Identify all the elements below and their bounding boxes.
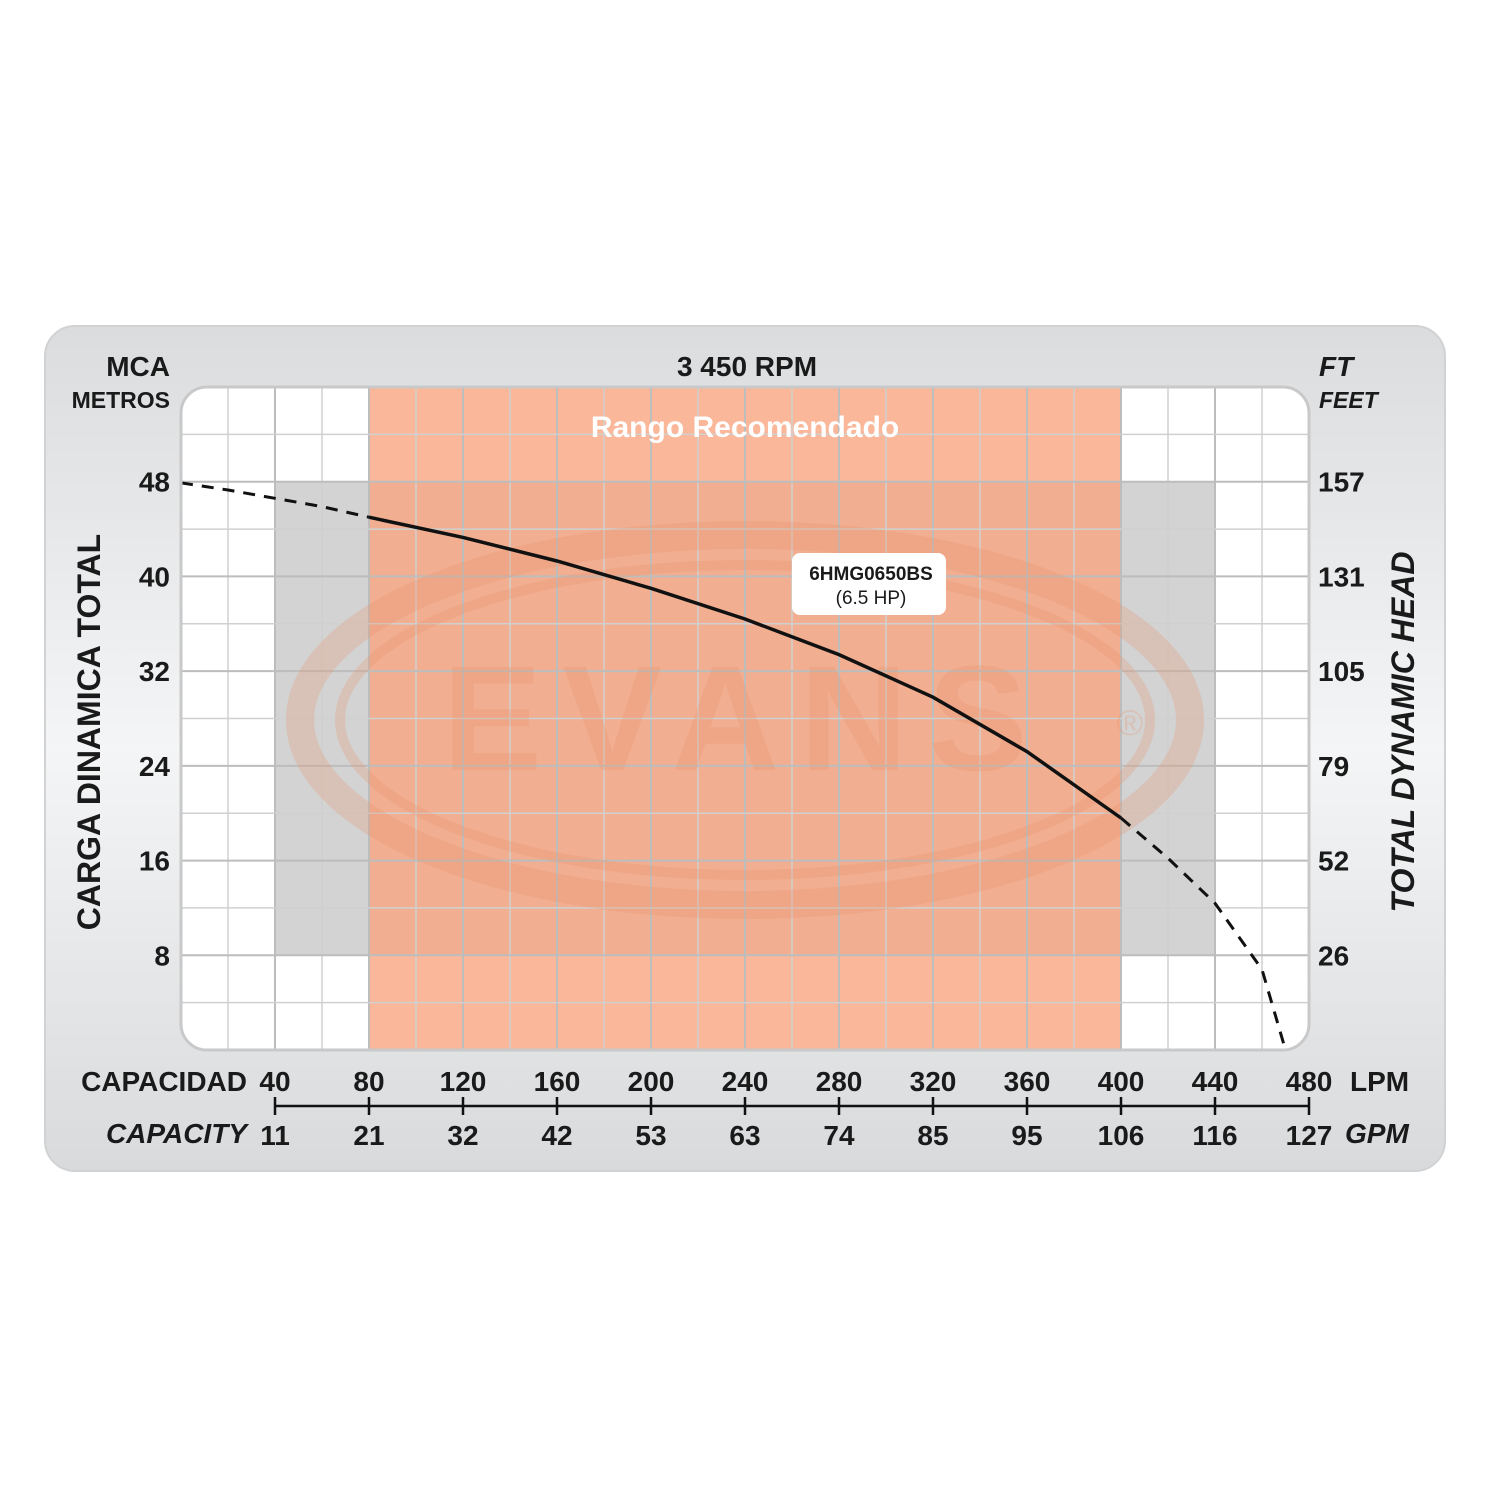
bottom-axis-tick-label: 400 [1098, 1066, 1145, 1097]
left-axis-title: CARGA DINAMICA TOTAL [71, 534, 107, 930]
watermark-text: EVANS [442, 634, 1048, 802]
svg-text:®: ® [1117, 702, 1144, 743]
right-axis-tick-label: 52 [1318, 846, 1349, 877]
pump-curve [181, 481, 1287, 1050]
bottom-axis-tick-label: 80 [353, 1066, 384, 1097]
bottom-axis-secondary-tick-label: 11 [260, 1120, 290, 1151]
bottom-axis-tick-label: 120 [440, 1066, 487, 1097]
pump-curve-dashed-right [1120, 816, 1287, 1050]
bottom-axis-tick-label: 240 [722, 1066, 769, 1097]
plot-border [179, 385, 1311, 1052]
left-axis-unit-sub: METROS [72, 387, 170, 413]
bottom-axis-secondary-tick-label: 85 [917, 1120, 948, 1151]
bottom-axis-tick-label: 40 [259, 1066, 290, 1097]
left-axis-unit: MCA [106, 351, 170, 382]
bottom-axis-secondary-tick-label: 106 [1098, 1120, 1145, 1151]
right-axis-tick-label: 105 [1318, 656, 1365, 687]
series-sub-label: (6.5 HP) [836, 588, 907, 609]
left-axis-tick-label: 32 [139, 656, 170, 687]
bottom-axis-tick-label: 480 [1286, 1066, 1333, 1097]
pump-curve-solid [368, 515, 1123, 820]
bottom-axis-tick-label: 440 [1192, 1066, 1239, 1097]
grid-lines [181, 387, 1309, 1050]
left-axis-tick-label: 40 [139, 561, 170, 592]
bottom-axis-secondary-tick-label: 32 [447, 1120, 478, 1151]
right-axis-tick-label: 131 [1318, 561, 1365, 592]
bottom-axis-secondary-tick-label: 127 [1286, 1120, 1333, 1151]
series-label-box: 6HMG0650BS (6.5 HP) [792, 553, 946, 615]
bottom-axis-unit: LPM [1350, 1066, 1409, 1097]
bottom-axis-secondary-title: CAPACITY [106, 1118, 249, 1149]
left-axis-tick-label: 8 [154, 940, 170, 971]
bottom-axis-secondary-unit: GPM [1345, 1118, 1409, 1149]
evans-watermark: EVANS ® [286, 521, 1204, 919]
bottom-axis-secondary-tick-label: 74 [823, 1120, 855, 1151]
right-axis-unit-sub: FEET [1319, 387, 1380, 413]
bottom-axis-secondary-tick-label: 95 [1011, 1120, 1042, 1151]
chart-title: 3 450 RPM [677, 351, 817, 382]
bottom-axis-secondary-tick-label: 42 [541, 1120, 572, 1151]
pump-curve-dashed-left [181, 481, 370, 519]
bottom-axis-tick-label: 360 [1004, 1066, 1051, 1097]
bottom-axis-tick-label: 280 [816, 1066, 863, 1097]
right-axis-tick-label: 79 [1318, 751, 1349, 782]
bottom-axis-secondary-tick-label: 116 [1192, 1120, 1237, 1151]
right-axis-title: TOTAL DYNAMIC HEAD [1385, 552, 1421, 913]
axis-ticks: 8 26 16 52 24 79 32 105 40 131 48 157 40 11 80 21 120 32 1… [139, 467, 1365, 1151]
series-name: 6HMG0650BS [809, 564, 933, 585]
right-axis-tick-label: 26 [1318, 940, 1349, 971]
right-axis-tick-label: 157 [1318, 467, 1365, 498]
left-axis-tick-label: 24 [139, 751, 171, 782]
bottom-axis-secondary-tick-label: 21 [353, 1120, 384, 1151]
left-axis-tick-label: 16 [139, 846, 170, 877]
bottom-axis-secondary-tick-label: 63 [729, 1120, 760, 1151]
bottom-axis-tick-label: 160 [534, 1066, 581, 1097]
right-axis-unit: FT [1319, 351, 1356, 382]
bottom-axis-tick-label: 320 [910, 1066, 957, 1097]
bottom-axis-title: CAPACIDAD [81, 1066, 247, 1097]
bottom-axis-secondary-tick-label: 53 [635, 1120, 666, 1151]
left-axis-tick-label: 48 [139, 467, 170, 498]
bottom-axis-tick-label: 200 [628, 1066, 675, 1097]
recommended-range-label: Rango Recomendado [591, 411, 899, 444]
